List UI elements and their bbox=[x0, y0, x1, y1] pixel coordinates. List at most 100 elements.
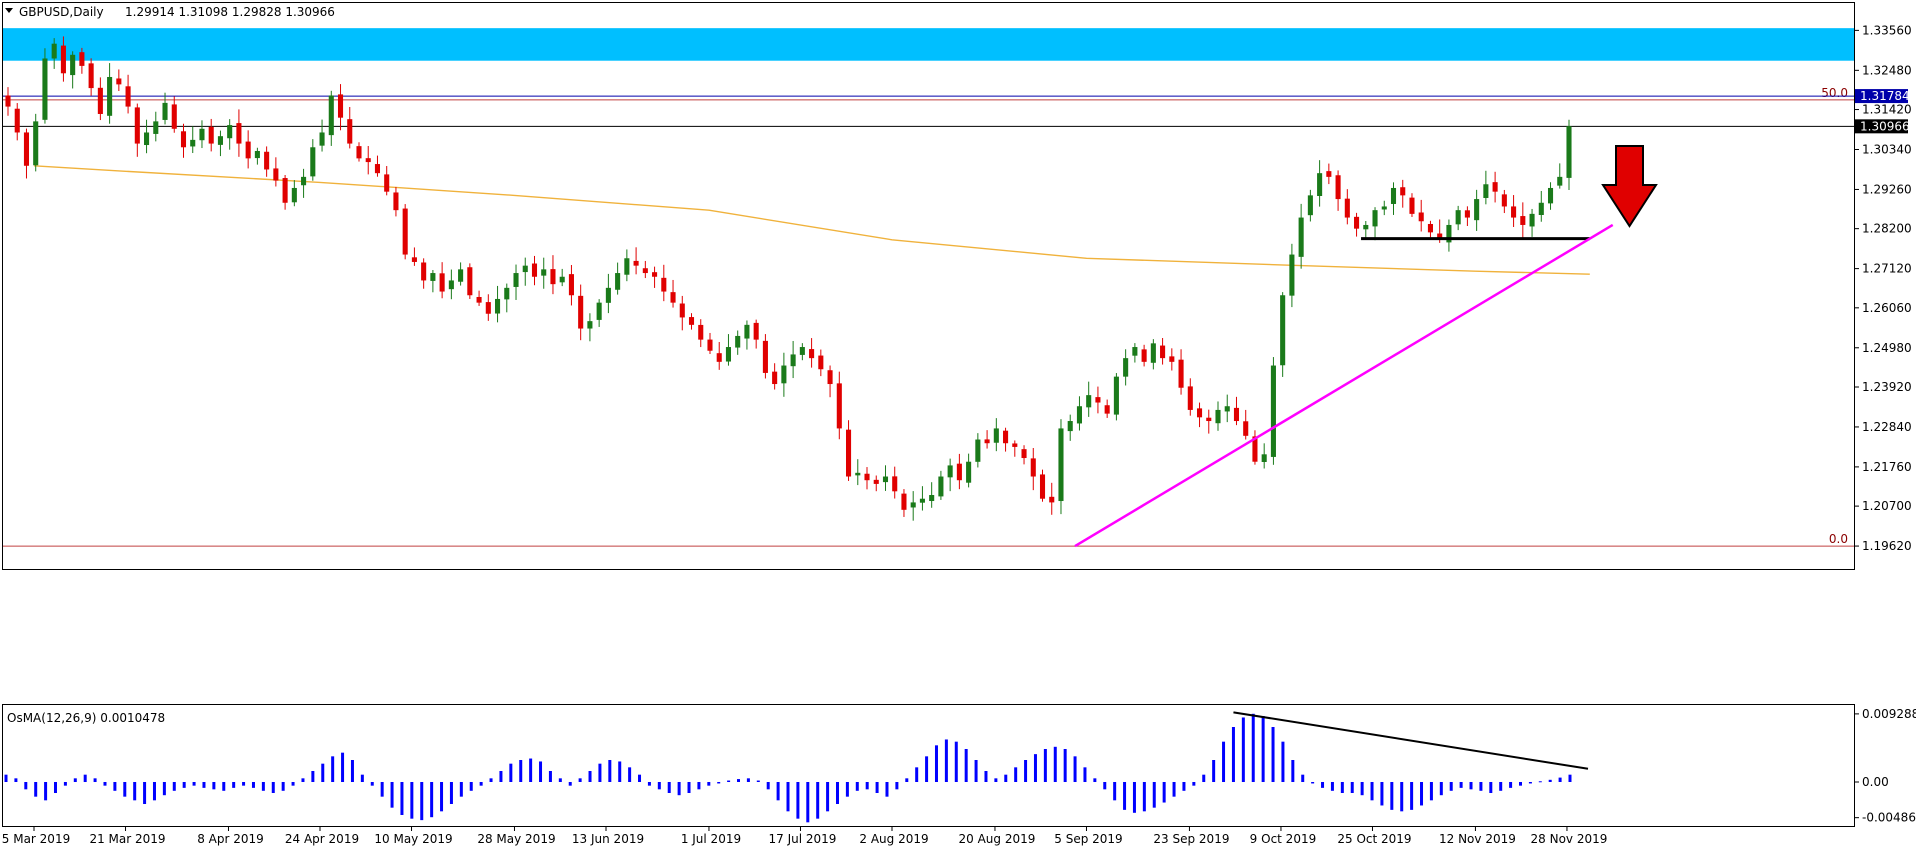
candle[interactable] bbox=[319, 119, 325, 152]
candle[interactable] bbox=[1021, 445, 1027, 465]
candle[interactable] bbox=[762, 334, 768, 379]
candle[interactable] bbox=[14, 103, 20, 141]
candle[interactable] bbox=[347, 107, 353, 149]
osma-divergence-line[interactable] bbox=[1233, 711, 1589, 770]
symbol-dropdown-icon[interactable] bbox=[5, 8, 13, 13]
candle[interactable] bbox=[1520, 202, 1526, 238]
candle[interactable] bbox=[1141, 344, 1147, 367]
candle[interactable] bbox=[180, 123, 187, 158]
candle[interactable] bbox=[735, 330, 741, 355]
candle[interactable] bbox=[88, 58, 94, 96]
candle[interactable] bbox=[365, 145, 371, 175]
candle[interactable] bbox=[1150, 339, 1156, 370]
candle[interactable] bbox=[772, 363, 778, 390]
candle[interactable] bbox=[541, 257, 547, 289]
candle[interactable] bbox=[384, 166, 390, 196]
candle[interactable] bbox=[1039, 469, 1046, 502]
candle[interactable] bbox=[495, 285, 501, 323]
candle[interactable] bbox=[1215, 401, 1221, 431]
candle[interactable] bbox=[60, 36, 66, 82]
candle[interactable] bbox=[1317, 160, 1323, 207]
candle[interactable] bbox=[531, 255, 538, 286]
candle[interactable] bbox=[929, 482, 935, 508]
candle[interactable] bbox=[1261, 443, 1267, 469]
candle[interactable] bbox=[1058, 419, 1064, 515]
candle[interactable] bbox=[578, 284, 584, 341]
candle[interactable] bbox=[882, 465, 889, 491]
candle[interactable] bbox=[245, 130, 251, 169]
candle[interactable] bbox=[217, 130, 223, 157]
candle[interactable] bbox=[1113, 373, 1119, 421]
candle[interactable] bbox=[439, 262, 445, 299]
candle[interactable] bbox=[1076, 396, 1082, 431]
candle[interactable] bbox=[310, 139, 316, 181]
candle[interactable] bbox=[1344, 189, 1350, 225]
candle[interactable] bbox=[1196, 402, 1203, 428]
candle[interactable] bbox=[190, 126, 196, 154]
candle[interactable] bbox=[1557, 163, 1563, 189]
candle[interactable] bbox=[291, 180, 297, 207]
candle[interactable] bbox=[679, 295, 685, 331]
candle[interactable] bbox=[504, 283, 510, 313]
candle[interactable] bbox=[587, 313, 593, 342]
candle[interactable] bbox=[1012, 440, 1018, 457]
candle[interactable] bbox=[1326, 163, 1332, 185]
candle[interactable] bbox=[1003, 427, 1009, 452]
candle[interactable] bbox=[827, 365, 833, 398]
candle[interactable] bbox=[596, 299, 602, 327]
candle[interactable] bbox=[467, 263, 473, 299]
candle[interactable] bbox=[919, 486, 925, 511]
candle[interactable] bbox=[559, 268, 565, 287]
candle[interactable] bbox=[809, 338, 815, 368]
candle[interactable] bbox=[1363, 220, 1369, 239]
candle[interactable] bbox=[624, 249, 630, 282]
candle[interactable] bbox=[1206, 409, 1212, 434]
candle[interactable] bbox=[1049, 482, 1055, 515]
candle[interactable] bbox=[1224, 394, 1230, 423]
candle[interactable] bbox=[1390, 182, 1397, 215]
candle[interactable] bbox=[448, 269, 454, 300]
candle[interactable] bbox=[162, 92, 168, 125]
candle[interactable] bbox=[1123, 349, 1129, 386]
candle[interactable] bbox=[688, 313, 695, 330]
candle[interactable] bbox=[1086, 381, 1092, 417]
candle[interactable] bbox=[1372, 207, 1378, 241]
candle[interactable] bbox=[725, 334, 732, 366]
candle[interactable] bbox=[1307, 189, 1313, 222]
candle[interactable] bbox=[227, 119, 233, 150]
candle[interactable] bbox=[1427, 220, 1433, 238]
candle[interactable] bbox=[328, 90, 334, 146]
candle[interactable] bbox=[1511, 195, 1517, 227]
candle[interactable] bbox=[855, 459, 861, 486]
candle[interactable] bbox=[568, 265, 574, 306]
candle[interactable] bbox=[301, 168, 307, 198]
candle[interactable] bbox=[845, 420, 852, 481]
candle[interactable] bbox=[402, 204, 408, 260]
candle[interactable] bbox=[1446, 219, 1452, 252]
candle[interactable] bbox=[661, 264, 667, 302]
candle[interactable] bbox=[42, 48, 48, 124]
candle[interactable] bbox=[33, 113, 39, 172]
candle[interactable] bbox=[513, 264, 519, 300]
candle[interactable] bbox=[1067, 414, 1073, 441]
candle[interactable] bbox=[781, 352, 787, 397]
candle[interactable] bbox=[458, 262, 464, 286]
candle[interactable] bbox=[993, 418, 999, 452]
candle[interactable] bbox=[23, 128, 30, 179]
candle[interactable] bbox=[1529, 208, 1535, 237]
candle[interactable] bbox=[707, 332, 713, 355]
candle[interactable] bbox=[1335, 170, 1341, 211]
candle[interactable] bbox=[236, 109, 242, 157]
candle[interactable] bbox=[1270, 357, 1276, 465]
candle[interactable] bbox=[836, 371, 842, 440]
candle[interactable] bbox=[892, 466, 898, 499]
candle[interactable] bbox=[1160, 338, 1166, 365]
candle[interactable] bbox=[1169, 348, 1175, 371]
candle[interactable] bbox=[550, 255, 556, 295]
candle[interactable] bbox=[97, 77, 103, 121]
candle[interactable] bbox=[1418, 199, 1424, 232]
down-arrow-icon[interactable] bbox=[1601, 145, 1658, 228]
candle[interactable] bbox=[421, 258, 427, 289]
candle[interactable] bbox=[1289, 243, 1295, 308]
